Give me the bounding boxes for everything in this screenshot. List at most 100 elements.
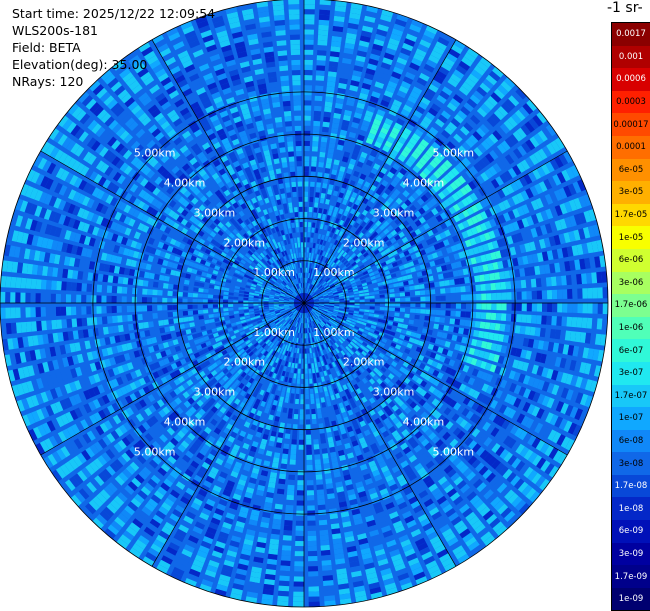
ray-gate <box>346 141 354 148</box>
ray-gate <box>338 323 344 328</box>
ray-gate <box>169 513 180 523</box>
ray-gate <box>431 421 440 430</box>
ray-gate <box>425 335 432 342</box>
ray-gate <box>175 360 183 368</box>
ray-gate <box>328 307 334 309</box>
ray-gate <box>264 573 276 581</box>
ray-gate <box>413 571 426 581</box>
ray-gate <box>314 95 323 102</box>
ray-gate <box>527 376 536 387</box>
ray-gate <box>308 206 313 213</box>
ray-gate <box>125 433 135 444</box>
ray-gate <box>333 548 344 555</box>
ray-gate <box>285 322 290 328</box>
ray-gate <box>75 366 83 377</box>
ray-gate <box>554 156 564 168</box>
ray-gate <box>281 338 286 344</box>
ray-gate <box>264 323 270 328</box>
ray-gate <box>364 274 370 279</box>
ray-gate <box>76 353 84 364</box>
ray-gate <box>391 404 399 412</box>
ray-gate <box>287 479 295 486</box>
ray-gate <box>288 341 292 347</box>
ray-gate <box>269 342 275 349</box>
ray-gate <box>60 446 71 458</box>
ray-gate <box>443 159 453 169</box>
ray-gate <box>367 331 374 337</box>
ray-gate <box>259 443 266 450</box>
ray-gate <box>427 531 439 541</box>
ray-gate <box>558 418 568 431</box>
ray-gate <box>426 502 437 512</box>
ray-gate <box>401 257 408 264</box>
ray-gate <box>146 338 153 345</box>
ray-gate <box>367 248 373 255</box>
ray-gate <box>336 286 342 290</box>
ray-gate <box>456 524 468 535</box>
ray-gate <box>337 346 343 352</box>
ray-gate <box>318 14 330 21</box>
ray-gate <box>280 310 286 314</box>
ray-gate <box>312 258 316 264</box>
ray-gate <box>591 240 599 253</box>
ray-gate <box>307 515 316 521</box>
ray-gate <box>184 342 191 349</box>
ray-gate <box>304 282 306 288</box>
ray-gate <box>310 181 315 187</box>
ray-gate <box>363 216 370 224</box>
ray-gate <box>186 388 194 396</box>
ray-gate <box>90 478 101 490</box>
ray-gate <box>279 330 284 336</box>
ray-gate <box>294 337 297 343</box>
ray-gate <box>158 559 171 570</box>
ray-gate <box>391 261 398 268</box>
ray-gate <box>449 279 455 286</box>
ray-gate <box>503 212 511 222</box>
ray-gate <box>232 466 241 474</box>
ray-gate <box>353 65 364 72</box>
ray-gate <box>377 515 388 524</box>
ray-gate <box>351 75 361 82</box>
ray-gate <box>434 544 446 554</box>
ray-gate <box>490 113 501 124</box>
ray-gate <box>349 84 359 92</box>
ray-gate <box>358 392 365 399</box>
ray-gate <box>338 308 344 311</box>
ray-gate <box>242 397 249 404</box>
ray-gate <box>423 223 431 231</box>
ray-gate <box>475 255 482 264</box>
ray-gate <box>305 312 308 318</box>
ray-gate <box>295 358 299 364</box>
ray-gate <box>440 303 446 309</box>
ray-gate <box>249 314 256 318</box>
ray-gate <box>581 273 588 284</box>
ray-gate <box>560 372 569 384</box>
ray-gate <box>145 551 158 562</box>
ray-gate <box>408 337 415 343</box>
ray-gate <box>334 299 340 301</box>
ray-gate <box>284 322 289 327</box>
ray-gate <box>384 188 392 196</box>
ray-gate <box>309 242 313 248</box>
ray-gate <box>333 310 339 314</box>
ray-gate <box>204 531 215 540</box>
ray-gate <box>350 7 362 15</box>
ray-gate <box>143 526 155 537</box>
ray-gate <box>192 526 203 535</box>
ray-gate <box>314 301 320 303</box>
ray-gate <box>512 130 523 142</box>
ray-gate <box>258 479 267 487</box>
ray-gate <box>335 440 342 447</box>
ray-gate <box>113 459 124 470</box>
ray-gate <box>384 294 390 298</box>
ray-gate <box>327 352 332 359</box>
ray-gate <box>509 246 517 256</box>
ray-gate <box>266 558 277 565</box>
ray-gate <box>355 55 366 63</box>
ray-gate <box>385 303 391 307</box>
ray-gate <box>257 536 267 544</box>
ray-gate <box>108 417 117 428</box>
ray-gate <box>422 522 434 532</box>
ray-gate <box>410 297 416 302</box>
ray-gate <box>315 281 319 287</box>
